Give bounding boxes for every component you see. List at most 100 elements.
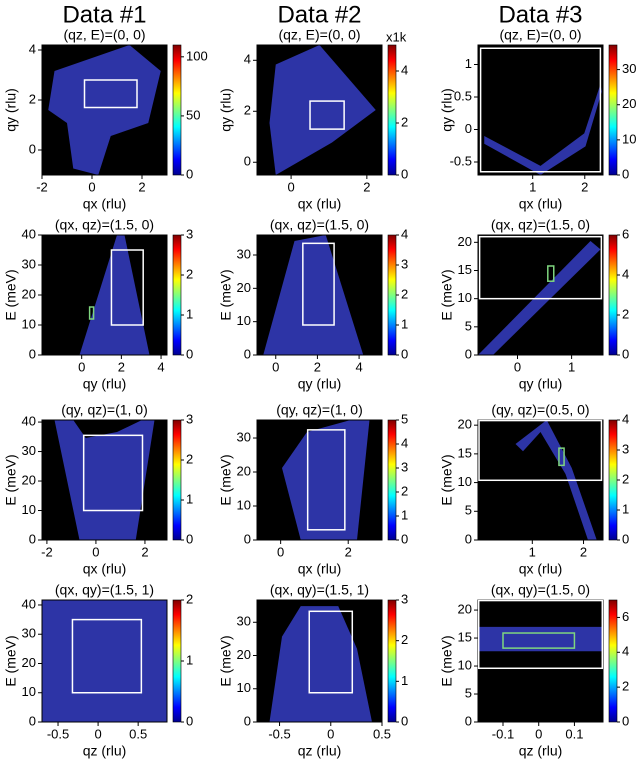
region-box [306,429,346,531]
x-axis-label: qz (rlu) [83,743,127,759]
region-box [477,599,604,670]
x-tick-label: 0.1 [565,726,583,741]
x-tick-label: 2 [141,544,148,559]
region-box [83,79,138,109]
colorbar-tick-label: 6 [622,226,629,241]
colorbar-tick-label: 1 [401,507,408,522]
colorbar-tick-label: 2 [622,306,629,321]
colorbar-tick-label: 5 [401,411,408,426]
y-tick-label: 1 [465,56,472,71]
colorbar-tick-label: 4 [622,411,629,426]
y-tick-label: 30 [22,256,36,271]
y-tick-label: 0 [29,713,36,728]
y-tick-label: 2 [29,91,36,106]
colorbar-tick-label: 0 [186,166,193,181]
x-tick-label: 2 [314,359,321,374]
subtitle: (qx, qz)=(1.5, 0) [270,217,369,233]
colorbar-tick-label: 2 [401,286,408,301]
plot-frame [256,44,383,176]
colorbar [172,44,182,176]
x-axis-label: qz (rlu) [298,743,342,759]
y-tick-label: 0 [465,121,472,136]
subtitle: (qy, qz)=(0.5, 0) [491,402,589,418]
y-axis-label: E (meV) [439,635,455,686]
x-tick-label: 0 [287,179,294,194]
region-box [558,447,565,467]
plot-frame [41,44,168,176]
region-box [82,434,144,512]
colorbar [387,419,397,541]
plot-frame [41,599,168,723]
subtitle: (qy, qz)=(1, 0) [276,402,363,418]
subtitle: (qx, qz)=(1.5, 0) [55,217,154,233]
y-tick-label: 20 [22,655,36,670]
colorbar [172,234,182,356]
y-tick-label: 0.5 [454,88,472,103]
x-axis-label: qz (rlu) [519,743,563,759]
y-tick-label: 40 [22,596,36,611]
column-title: Data #3 [498,1,582,28]
coverage [484,84,602,175]
region-box [479,47,602,173]
y-tick-label: 2 [244,103,251,118]
colorbar [387,234,397,356]
y-axis-label: E (meV) [439,269,455,320]
y-axis-label: E (meV) [3,635,19,686]
column-title: Data #1 [62,1,146,28]
colorbar-tick-label: 4 [401,435,408,450]
plot-background [478,600,603,722]
x-tick-label: 2 [118,359,125,374]
y-tick-label: 30 [22,626,36,641]
subtitle: (qy, qz)=(1, 0) [61,402,148,418]
region-box [478,419,603,482]
colorbar-tick-label: 100 [186,48,208,63]
colorbar-tick-label: 2 [401,114,408,129]
y-tick-label: 10 [458,474,472,489]
x-tick-label: 2 [363,179,370,194]
y-tick-label: 20 [237,463,251,478]
subtitle: (qx, qy)=(1.5, 1) [55,582,154,598]
x-tick-label: 0 [78,359,85,374]
colorbar [608,419,618,541]
colorbar-tick-label: 2 [622,471,629,486]
colorbar-tick-label: 2 [186,266,193,281]
colorbar [172,599,182,723]
colorbar-tick-label: 0 [622,346,629,361]
y-axis-label: E (meV) [218,269,234,320]
colorbar-tick-label: 0 [622,166,629,181]
y-tick-label: 0 [244,154,251,169]
y-tick-label: 0 [244,346,251,361]
colorbar-tick-label: 1 [186,491,193,506]
y-tick-label: 10 [237,497,251,512]
y-tick-label: 10 [237,680,251,695]
region-box [308,610,354,694]
x-axis-label: qx (rlu) [298,196,342,212]
x-tick-label: -2 [41,544,53,559]
y-tick-label: 30 [237,246,251,261]
y-tick-label: 15 [458,262,472,277]
colorbar-tick-label: 0 [186,346,193,361]
region-box [478,235,603,300]
y-tick-label: 10 [458,657,472,672]
coverage [269,45,376,175]
y-tick-label: 30 [237,614,251,629]
colorbar [387,599,397,723]
y-tick-label: 15 [458,629,472,644]
x-tick-label: 0.5 [373,726,391,741]
y-axis-label: E (meV) [3,454,19,505]
colorbar [608,599,618,723]
region-box [110,249,144,326]
y-tick-label: 20 [458,602,472,617]
x-tick-label: 4 [157,359,164,374]
colorbar-tick-label: 50 [186,107,200,122]
colorbar-tick-label: 1 [186,306,193,321]
y-tick-label: 5 [465,685,472,700]
y-tick-label: 20 [237,280,251,295]
colorbar-tick-label: 3 [186,411,193,426]
